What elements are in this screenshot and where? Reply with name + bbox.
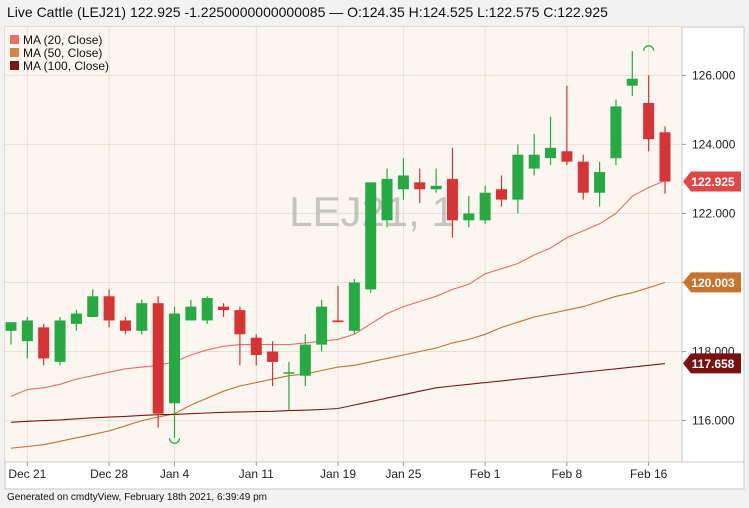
- candle-body: [234, 310, 246, 335]
- candle-body: [283, 372, 295, 374]
- legend-swatch: [10, 35, 19, 44]
- candle-body: [610, 106, 622, 159]
- plot-area: [5, 27, 682, 462]
- candle-body: [577, 161, 589, 193]
- candle-body: [479, 192, 491, 221]
- candle-body: [136, 303, 148, 331]
- candle-body: [185, 306, 197, 321]
- candle-body: [299, 344, 311, 376]
- moving-averages: [10, 180, 666, 449]
- legend-swatch: [10, 61, 19, 70]
- price-label-text: 122.925: [691, 175, 735, 189]
- candle-body: [218, 306, 230, 311]
- price-label-badge: [683, 171, 741, 192]
- candles: [5, 51, 671, 438]
- legend: MA (20, Close)MA (50, Close)MA (100, Clo…: [10, 33, 109, 73]
- x-tick-label: Jan 19: [320, 467, 356, 481]
- x-tick-label: Feb 8: [552, 467, 583, 481]
- generated-note: Generated on cmdtyView, February 18th 20…: [7, 492, 267, 503]
- candle-body: [561, 151, 573, 162]
- x-tick-label: Dec 21: [8, 467, 46, 481]
- candle-body: [463, 213, 475, 221]
- candle-body: [381, 178, 393, 221]
- candle-body: [169, 313, 180, 404]
- candle-body: [201, 298, 213, 321]
- low-marker: [168, 438, 181, 444]
- high-marker: [643, 45, 655, 51]
- y-tick-label: 126.000: [692, 68, 736, 82]
- candle-body: [414, 182, 426, 190]
- candle-body: [332, 320, 344, 323]
- legend-label: MA (50, Close): [23, 46, 102, 60]
- price-label-text: 117.658: [692, 357, 735, 371]
- candle-body: [119, 320, 131, 331]
- price-label-badge: [683, 353, 741, 374]
- candle-body: [659, 132, 671, 182]
- x-tick-label: Dec 28: [90, 467, 128, 481]
- legend-label: MA (100, Close): [23, 59, 109, 73]
- candle-body: [54, 320, 66, 362]
- y-tick-label: 122.000: [692, 206, 736, 220]
- candle-body: [38, 327, 50, 359]
- candle-body: [87, 296, 99, 317]
- ma-line: [10, 180, 666, 397]
- candle-body: [496, 189, 507, 200]
- candle-body: [250, 337, 262, 355]
- ma-line: [10, 363, 666, 423]
- candle-body: [152, 303, 164, 414]
- ma-line: [10, 281, 666, 449]
- candle-body: [103, 296, 115, 321]
- x-tick-label: Jan 25: [385, 467, 421, 481]
- candle-body: [594, 172, 606, 193]
- candle-body: [348, 282, 360, 331]
- candle-body: [528, 154, 540, 169]
- legend-label: MA (20, Close): [23, 33, 102, 47]
- x-tick-label: Feb 16: [630, 467, 668, 481]
- candle-body: [267, 351, 279, 362]
- y-tick-label: 124.000: [692, 137, 736, 151]
- candle-body: [21, 320, 33, 342]
- price-labels: 122.925 120.003 117.658: [683, 171, 741, 374]
- candle-body: [365, 182, 377, 290]
- candle-body: [430, 185, 442, 190]
- x-tick-label: Feb 1: [470, 467, 501, 481]
- candle-body: [316, 306, 328, 345]
- candle-body: [397, 175, 409, 190]
- y-tick-label: 116.000: [692, 414, 735, 428]
- x-axis-ticks: Dec 21 Dec 28 Jan 4 Jan 11 Jan 19 Jan 25 Feb 1…: [8, 462, 668, 481]
- candle-body: [446, 178, 458, 221]
- price-label-badge: [683, 272, 741, 293]
- x-tick-label: Jan 11: [239, 467, 274, 481]
- candle-body: [626, 78, 638, 86]
- x-tick-label: Jan 4: [160, 467, 190, 481]
- price-label-text: 120.003: [691, 276, 735, 290]
- candle-body: [5, 322, 17, 331]
- high-low-markers: [168, 45, 655, 444]
- chart-title: Live Cattle (LEJ21) 122.925 -1.225000000…: [7, 4, 608, 20]
- candle-body: [643, 102, 655, 140]
- candle-body: [70, 313, 82, 324]
- candle-body: [512, 154, 524, 200]
- candle-body: [545, 147, 557, 159]
- legend-swatch: [10, 48, 19, 57]
